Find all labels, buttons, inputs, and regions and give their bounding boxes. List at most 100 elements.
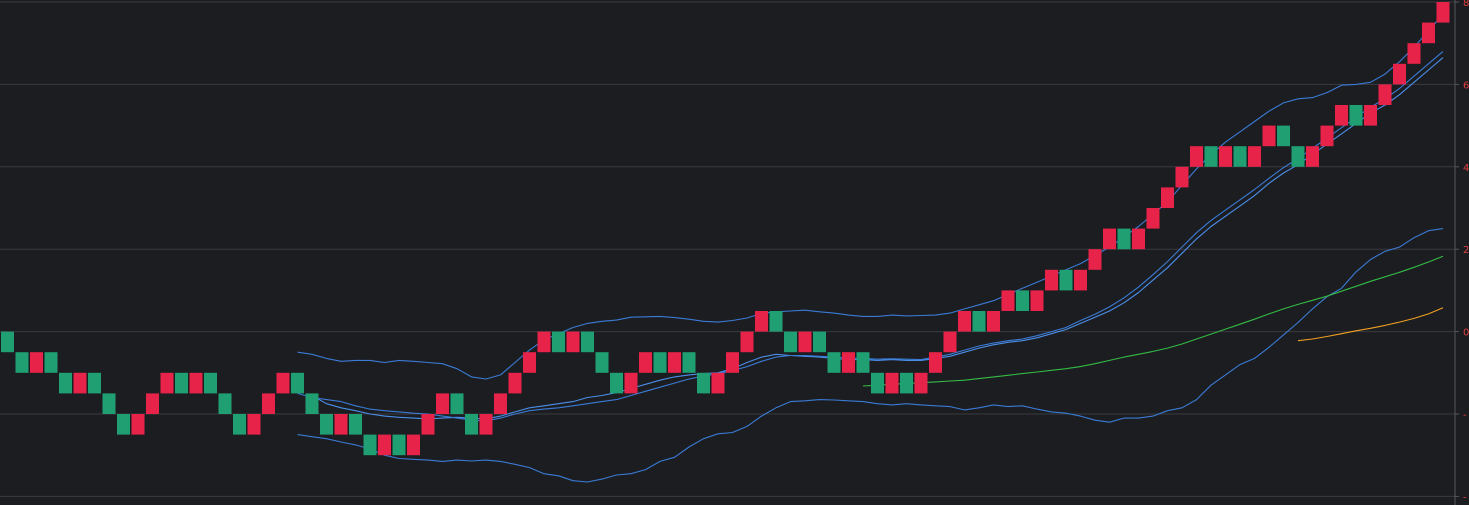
renko-brick-down [305, 393, 319, 414]
renko-brick-down [59, 372, 72, 394]
renko-brick-up [1030, 290, 1044, 311]
renko-brick-down [44, 352, 58, 373]
renko-brick-down [450, 393, 464, 414]
renko-brick-up [929, 352, 942, 373]
renko-brick-down [320, 414, 333, 435]
renko-brick-up [247, 414, 261, 435]
renko-brick-up [436, 393, 449, 414]
renko-brick-up [1364, 105, 1377, 126]
renko-bricks [1, 2, 1450, 456]
renko-brick-down [1, 331, 14, 353]
renko-brick-up [421, 414, 435, 435]
renko-brick-down [1059, 269, 1073, 291]
renko-brick-up [1248, 146, 1261, 167]
y-tick-label: - [1463, 492, 1467, 503]
line-ma-green [862, 255, 1444, 387]
renko-brick-down [15, 352, 29, 373]
y-tick-label: 4 [1463, 163, 1469, 174]
renko-brick-down [1291, 146, 1305, 167]
y-tick-label: 6 [1463, 80, 1469, 91]
renko-brick-up [262, 393, 275, 414]
renko-brick-down [682, 352, 696, 373]
renko-brick-up [1219, 146, 1232, 167]
line-bb-upper [297, 14, 1444, 380]
renko-brick-up [334, 414, 348, 435]
renko-brick-up [160, 372, 174, 394]
line-ma-fast [311, 57, 1444, 420]
renko-brick-up [1407, 43, 1421, 64]
y-tick-label: 8 [1463, 0, 1469, 9]
y-tick-label: - [1463, 410, 1467, 421]
renko-brick-up [1393, 63, 1406, 85]
renko-brick-down [88, 372, 101, 394]
renko-brick-down [856, 352, 870, 373]
renko-brick-down [363, 434, 377, 456]
renko-brick-down [581, 331, 594, 353]
renko-brick-down [1016, 290, 1029, 311]
y-tick-label: 0 [1463, 328, 1469, 339]
renko-brick-down [827, 352, 841, 373]
renko-brick-down [102, 393, 116, 414]
renko-brick-up [566, 331, 580, 353]
renko-brick-down [218, 393, 232, 414]
renko-brick-up [1103, 228, 1116, 250]
renko-brick-up [987, 311, 1000, 332]
renko-brick-down [697, 372, 710, 394]
renko-brick-down [900, 372, 913, 394]
renko-brick-up [1190, 146, 1203, 167]
renko-brick-down [595, 352, 609, 373]
renko-brick-up [494, 393, 507, 414]
renko-brick-up [1001, 290, 1015, 311]
renko-brick-up [1262, 125, 1276, 147]
renko-brick-up [1306, 146, 1319, 167]
renko-brick-down [653, 352, 667, 373]
renko-brick-up [1074, 269, 1087, 291]
renko-brick-up [914, 372, 928, 394]
renko-brick-up [1335, 105, 1348, 126]
y-tick-label: 2 [1463, 245, 1469, 256]
renko-brick-down [117, 414, 130, 435]
renko-brick-up [1422, 22, 1435, 44]
renko-brick-down [1277, 125, 1290, 147]
renko-brick-up [276, 372, 290, 394]
renko-brick-down [1117, 228, 1131, 250]
renko-brick-up [523, 352, 536, 373]
renko-brick-up [1088, 249, 1102, 270]
renko-brick-down [233, 414, 246, 435]
renko-brick-down [813, 331, 826, 353]
price-axis[interactable]: 8 6 4 2 0 - - [1454, 0, 1469, 505]
renko-brick-up [639, 352, 652, 373]
line-bb-lower [297, 228, 1444, 483]
renko-brick-down [784, 331, 797, 353]
renko-brick-up [740, 331, 754, 353]
renko-brick-down [465, 414, 478, 435]
renko-brick-up [1146, 208, 1160, 229]
renko-brick-down [349, 414, 362, 435]
renko-brick-down [1349, 105, 1363, 126]
renko-brick-down [972, 311, 986, 332]
renko-brick-up [624, 372, 638, 394]
renko-brick-down [769, 311, 783, 332]
renko-brick-up [378, 434, 391, 456]
renko-brick-up [842, 352, 855, 373]
renko-brick-down [871, 372, 884, 394]
renko-brick-down [291, 372, 304, 394]
renko-brick-up [508, 372, 522, 394]
renko-brick-up [1320, 125, 1334, 147]
renko-brick-up [131, 414, 145, 435]
renko-brick-up [73, 372, 87, 394]
renko-brick-up [755, 311, 768, 332]
renko-brick-up [943, 331, 957, 353]
renko-brick-down [1233, 146, 1247, 167]
renko-brick-up [958, 311, 971, 332]
renko-brick-down [392, 434, 406, 456]
renko-brick-down [204, 372, 217, 394]
renko-brick-up [30, 352, 43, 373]
renko-brick-up [1378, 84, 1392, 105]
renko-brick-up [711, 372, 725, 394]
renko-brick-up [885, 372, 899, 394]
renko-brick-up [798, 331, 812, 353]
